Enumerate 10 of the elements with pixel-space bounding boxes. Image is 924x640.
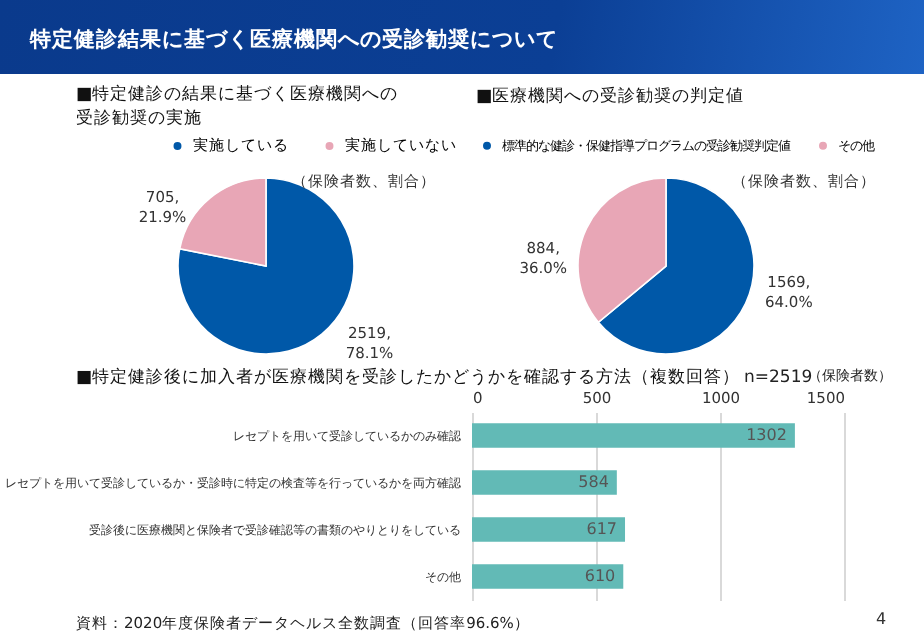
text: 特定健診結果に基づく医療機関への受診勧奨について [30, 26, 558, 54]
data-label: 617 [586, 519, 618, 538]
chart-title: ■医療機関への受診勧奨の判定値 [476, 84, 745, 107]
data-label: 584 [578, 472, 609, 491]
chart-title: ■特定健診の結果に基づく医療機関への受診勧奨の実施 [76, 82, 399, 129]
text: n=2519 [744, 368, 813, 388]
text: 4 [876, 610, 887, 628]
data-label: 1302 [746, 425, 787, 444]
data-label: 610 [584, 566, 616, 585]
chart-title: ■特定健診後に加入者が医療機関を受診したかどうかを確認する方法（複数回答） [76, 366, 741, 388]
